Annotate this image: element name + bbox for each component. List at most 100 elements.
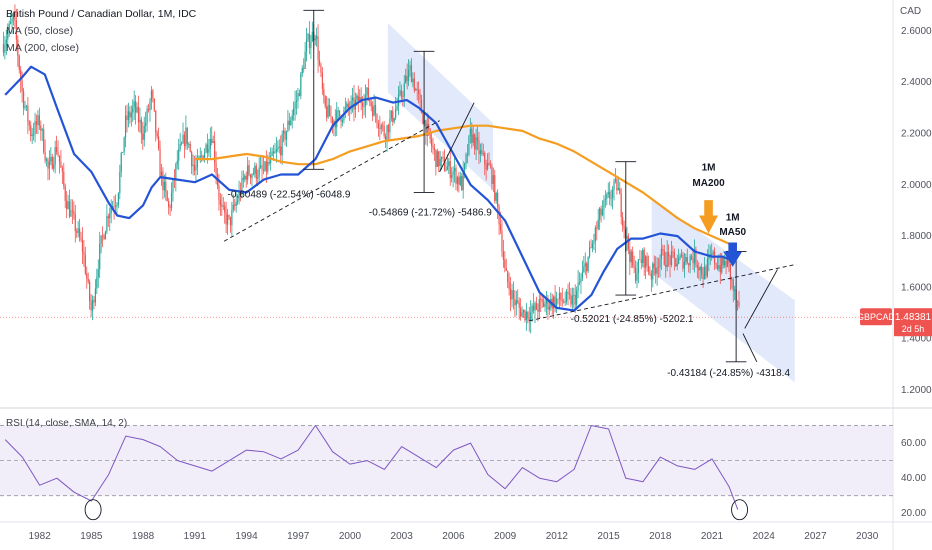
candle — [226, 215, 229, 225]
candle — [462, 170, 464, 191]
candle — [377, 123, 380, 129]
candle — [265, 161, 267, 172]
candle — [209, 139, 211, 149]
candle — [573, 295, 575, 296]
candle — [468, 135, 470, 155]
candle — [669, 256, 671, 265]
candle — [604, 198, 606, 201]
candle — [580, 278, 582, 283]
candle — [484, 153, 486, 165]
candle — [736, 301, 739, 302]
candle — [274, 151, 276, 154]
measure-label-4: -0.43184 (-24.85%) -4318.4 — [667, 368, 790, 379]
candle — [229, 216, 232, 226]
time-tick-label: 2012 — [546, 531, 569, 542]
candle — [249, 174, 252, 179]
time-tick-label: 1988 — [132, 531, 155, 542]
time-tick-label: 2009 — [494, 531, 517, 542]
rsi-legend[interactable]: RSI (14, close, SMA, 14, 2) — [6, 418, 128, 429]
candle — [211, 139, 213, 143]
candle — [738, 301, 740, 307]
candle — [488, 162, 490, 166]
candle — [149, 101, 151, 111]
candle — [501, 230, 503, 252]
candle — [56, 147, 58, 152]
candle — [281, 134, 283, 156]
candle — [402, 96, 404, 97]
candle — [268, 161, 270, 164]
currency-label: CAD — [900, 6, 922, 17]
candle — [48, 161, 51, 169]
candle — [203, 152, 206, 161]
candle — [188, 143, 190, 145]
candle — [455, 167, 457, 184]
candle — [99, 243, 101, 270]
candle — [606, 194, 608, 199]
candle — [521, 312, 523, 317]
time-tick-label: 2006 — [442, 531, 465, 542]
candle — [66, 200, 68, 210]
candle — [234, 204, 236, 206]
candle — [418, 90, 420, 94]
candle — [407, 69, 410, 81]
candle — [680, 254, 683, 256]
candle — [331, 117, 334, 126]
candle — [734, 289, 736, 291]
candle — [393, 118, 395, 122]
candle — [21, 80, 23, 92]
candle — [284, 130, 286, 140]
rsi-line[interactable] — [4, 425, 739, 510]
candle — [590, 247, 592, 249]
candle — [57, 151, 59, 156]
candle — [645, 256, 647, 268]
candle — [637, 259, 640, 274]
candle — [609, 191, 611, 199]
candle — [531, 305, 533, 313]
candle — [272, 151, 275, 154]
projection-arrow-1 — [439, 102, 475, 173]
candle — [653, 263, 655, 269]
ma50-line[interactable] — [4, 65, 730, 312]
candle — [78, 228, 81, 238]
candle — [126, 115, 128, 121]
candle — [420, 99, 423, 114]
candle — [395, 109, 397, 119]
candle — [71, 210, 74, 212]
candle — [357, 95, 359, 103]
candle — [683, 261, 686, 269]
candle — [520, 307, 522, 317]
candle — [91, 299, 94, 311]
candle — [356, 95, 358, 100]
candle — [673, 252, 675, 259]
candle — [413, 78, 415, 91]
ma200-legend[interactable]: MA (200, close) — [6, 42, 79, 54]
candle — [198, 157, 200, 159]
candle — [353, 97, 355, 110]
candle — [152, 90, 154, 99]
candle — [689, 256, 691, 266]
candle — [692, 258, 694, 264]
candle — [130, 112, 132, 118]
ticker-badge[interactable] — [860, 308, 892, 326]
candle — [219, 199, 221, 205]
candle — [20, 69, 22, 81]
candle — [113, 206, 115, 208]
candle — [11, 18, 13, 23]
candle — [482, 153, 484, 154]
candle — [288, 120, 290, 125]
candle — [278, 146, 280, 148]
ma50-legend[interactable]: MA (50, close) — [6, 25, 74, 37]
candle — [702, 274, 704, 280]
measure-label-2: -0.54869 (-21.72%) -5486.9 — [369, 208, 492, 219]
candle — [502, 251, 504, 260]
price-badge[interactable] — [894, 308, 932, 337]
candle — [370, 102, 372, 107]
candle — [84, 255, 86, 274]
time-tick-label: 1985 — [80, 531, 103, 542]
candle — [104, 231, 107, 240]
candle — [347, 103, 349, 109]
candle — [252, 173, 255, 175]
candle — [574, 295, 576, 305]
candle — [258, 167, 260, 178]
